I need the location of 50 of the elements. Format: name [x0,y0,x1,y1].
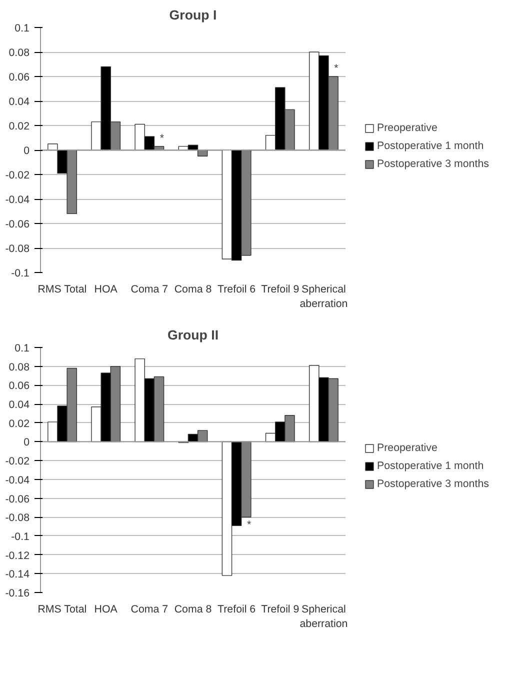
chart-title: Group II [167,328,219,342]
y-tick-label: 0.1 [14,22,30,34]
y-tick-label: -0.1 [11,268,30,280]
legend-label: Postoperative 3 months [377,158,489,170]
y-tick-label: 0 [24,436,30,449]
x-tick-label: Trefoil 9 [261,284,300,296]
x-tick-label: Spherical aberration [300,284,348,310]
y-tick-label: -0.08 [5,243,30,255]
y-tick-label: -0.06 [5,218,30,230]
y-tick-label: 0.06 [8,380,30,392]
x-tick-label: Coma 7 [130,284,168,296]
x-tick-label: HOA [94,284,118,296]
y-tick-label: -0.08 [5,512,30,524]
y-tick-label: -0.16 [5,588,30,600]
y-tick-label: 0.1 [14,342,30,354]
x-tick-label: Trefoil 9 [261,604,300,616]
x-tick-label: Coma 7 [130,604,168,616]
y-tick-label: 0.06 [8,72,30,84]
x-tick-label: Spherical aberration [300,604,348,630]
legend-label: Preoperative [377,442,438,454]
y-tick-label: 0.08 [8,47,30,59]
x-tick-label: RMS Total [38,284,87,296]
y-tick-label: -0.04 [5,194,30,206]
y-tick-label: -0.1 [11,530,30,543]
y-tick-label: -0.06 [5,493,30,506]
legend-label: Preoperative [377,122,438,134]
x-tick-label: Coma 8 [174,604,212,616]
y-tick-label: 0.04 [8,96,30,108]
legend-label: Postoperative 1 month [377,140,484,152]
chart-title: Group I [169,8,217,22]
y-tick-label: -0.04 [5,474,30,486]
legend-label: Postoperative 1 month [377,460,484,472]
y-tick-label: -0.02 [5,456,30,468]
x-tick-label: Trefoil 6 [218,284,256,296]
y-tick-label: 0 [24,145,30,157]
annotation: * [160,132,164,144]
y-tick-label: 0.08 [8,361,30,374]
x-tick-label: HOA [94,604,118,616]
y-tick-label: -0.02 [5,170,30,182]
annotation: * [246,519,252,532]
y-tick-label: -0.12 [5,550,30,562]
y-tick-label: -0.14 [5,568,30,581]
x-tick-label: Trefoil 6 [218,604,256,616]
x-tick-label: RMS Total [38,604,87,616]
x-tick-label: Coma 8 [174,284,212,296]
y-tick-label: 0.02 [8,120,30,132]
y-tick-label: 0.04 [8,399,30,412]
annotation: * [334,62,338,74]
y-tick-label: 0.02 [8,418,30,430]
legend-label: Postoperative 3 months [377,478,489,490]
